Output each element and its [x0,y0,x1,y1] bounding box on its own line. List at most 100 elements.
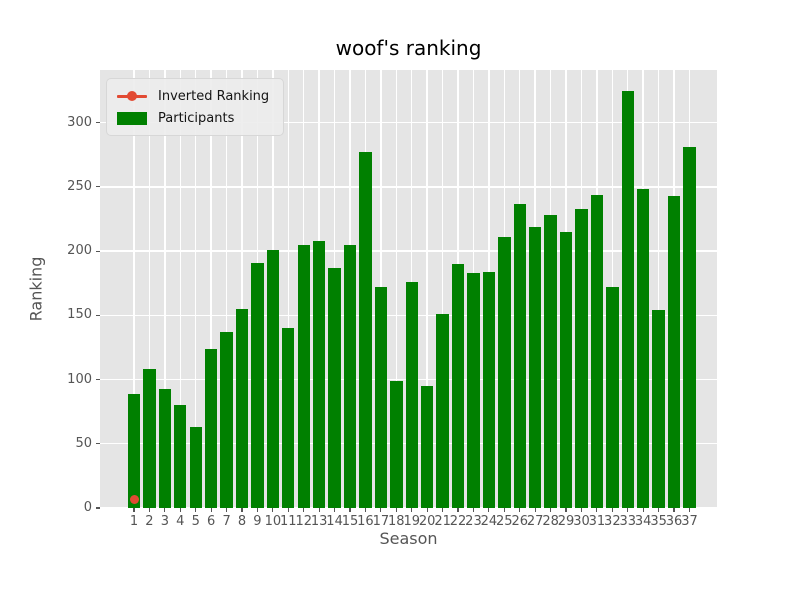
x-tick-mark [195,508,197,512]
x-tick-label: 32 [604,514,621,529]
bar-season-20 [420,385,434,508]
y-tick-label: 250 [67,178,92,194]
x-tick-mark [472,508,475,512]
x-tick-mark [673,508,675,512]
bar-season-1 [127,393,141,508]
vertical-gridline [210,70,212,508]
x-tick-mark [550,508,552,512]
vertical-gridline [287,70,289,508]
x-tick-mark [611,508,613,512]
bar-season-7 [220,332,233,508]
x-tick-label: 26 [511,514,529,529]
y-axis-label: Ranking [26,256,46,322]
bar-season-12 [297,244,310,508]
vertical-gridline [148,70,151,508]
x-tick-mark [380,508,382,512]
bar-season-11 [282,328,295,508]
x-tick-label: 28 [542,514,559,529]
x-tick-mark [179,508,181,512]
y-tick-mark [96,122,100,124]
x-tick-label: 2 [145,514,154,529]
x-tick-label: 29 [557,514,575,529]
vertical-gridline [164,70,166,508]
x-tick-mark [225,508,228,512]
x-tick-mark [133,508,135,512]
bar-season-30 [575,208,588,508]
y-tick-label: 0 [83,500,92,515]
y-tick-mark [96,314,100,316]
x-tick-mark [442,508,444,512]
x-tick-label: 16 [357,514,374,529]
x-tick-label: 20 [418,514,436,529]
x-tick-mark [411,508,413,512]
y-tick-mark [96,443,100,445]
x-tick-mark [210,508,212,512]
bar-season-34 [636,189,650,508]
x-tick-mark [164,508,166,512]
x-tick-label: 35 [650,514,667,529]
bar-season-4 [174,405,187,508]
bar-season-36 [667,195,681,508]
x-tick-mark [580,508,583,512]
x-tick-label: 9 [253,514,262,529]
bar-season-13 [312,240,326,508]
bar-season-9 [251,262,264,508]
x-tick-label: 25 [496,514,513,529]
x-tick-label: 21 [434,514,451,529]
x-tick-mark [658,508,660,512]
x-tick-label: 6 [207,514,216,529]
x-tick-label: 10 [264,514,282,529]
x-tick-mark [395,508,397,512]
bar-season-26 [513,203,526,508]
x-tick-mark [333,508,336,512]
vertical-gridline [441,70,444,508]
legend-item-inverted-ranking: Inverted Ranking [117,85,269,107]
bar-season-18 [390,380,403,508]
x-tick-label: 22 [449,514,467,529]
bar-season-37 [683,147,696,508]
horizontal-gridline [100,186,717,188]
x-tick-mark [318,508,320,512]
bar-season-17 [374,287,388,508]
vertical-gridline [133,70,135,508]
x-tick-mark [303,508,305,512]
x-tick-mark [457,508,459,512]
bar-season-35 [652,310,665,508]
x-tick-label: 5 [191,514,200,529]
x-tick-mark [241,508,243,512]
horizontal-gridline [100,507,717,509]
y-tick-label: 100 [67,371,92,387]
y-tick-mark [96,378,100,381]
x-tick-label: 8 [237,514,247,529]
x-tick-label: 15 [341,514,359,529]
x-tick-mark [272,508,274,512]
bar-season-23 [467,272,480,508]
x-tick-mark [596,508,598,512]
vertical-gridline [241,70,243,508]
x-tick-label: 4 [176,514,185,529]
x-tick-mark [534,508,536,512]
bar-season-22 [451,263,465,508]
vertical-gridline [395,70,397,508]
x-tick-label: 7 [222,514,231,529]
x-tick-label: 34 [634,514,652,529]
x-tick-label: 24 [480,514,498,529]
inverted-ranking-point [129,494,139,504]
legend: Inverted Ranking Participants [106,78,285,136]
vertical-gridline [179,70,181,508]
x-tick-label: 33 [619,514,637,529]
bar-season-19 [405,281,418,508]
x-tick-mark [503,508,505,512]
bar-season-6 [204,348,218,508]
x-tick-mark [642,508,644,512]
x-tick-label: 36 [665,514,683,529]
bar-season-15 [343,244,357,508]
bar-season-33 [621,90,634,508]
x-tick-mark [627,508,629,512]
horizontal-gridline [100,250,717,252]
line-marker-icon [117,91,147,101]
bar-season-24 [482,271,496,508]
x-tick-label: 27 [526,514,544,529]
legend-label-participants: Participants [158,110,235,126]
